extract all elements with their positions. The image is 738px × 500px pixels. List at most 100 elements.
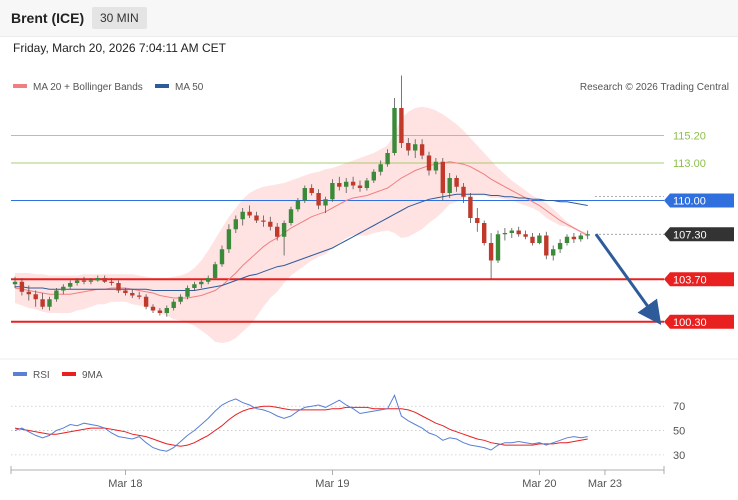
candle-body xyxy=(399,108,404,143)
candle xyxy=(109,278,114,286)
level-badge-107.30 xyxy=(664,227,734,242)
candle-body xyxy=(385,153,390,165)
candle-body xyxy=(468,196,473,218)
rsi-legend: RSI 9MA xyxy=(13,370,103,381)
candle xyxy=(509,228,514,238)
candle xyxy=(254,211,259,223)
rsi-line xyxy=(14,394,588,452)
chart-datetime: Friday, March 20, 2026 7:04:11 AM CET xyxy=(13,41,226,55)
candle-body xyxy=(40,299,45,307)
candle-body xyxy=(185,288,190,297)
candle-body xyxy=(130,293,135,296)
candle xyxy=(323,196,328,213)
candle xyxy=(502,228,508,241)
candle xyxy=(261,215,266,227)
candle-body xyxy=(12,281,18,285)
candle-body xyxy=(33,294,38,300)
candle xyxy=(406,138,411,156)
candle xyxy=(164,305,169,317)
candle-body xyxy=(564,236,570,243)
candle-body xyxy=(178,296,183,302)
candle xyxy=(12,276,18,288)
candle xyxy=(157,308,163,316)
candle-body xyxy=(261,220,266,222)
level-label-113.00: 113.00 xyxy=(673,158,706,170)
candle xyxy=(544,231,549,260)
candle-body xyxy=(350,181,356,186)
rsi-tick-30: 30 xyxy=(673,450,685,462)
candle xyxy=(74,278,80,286)
candle-body xyxy=(19,281,25,292)
candle xyxy=(102,275,107,283)
level-badge-100.30 xyxy=(664,314,734,329)
bollinger-band xyxy=(15,106,588,343)
candle xyxy=(81,276,87,285)
candle-body xyxy=(488,243,494,261)
candle-body xyxy=(316,193,321,206)
candle-body xyxy=(344,181,349,187)
candle-body xyxy=(447,178,452,193)
rsi-ma-legend-swatch xyxy=(62,372,76,376)
candle-body xyxy=(219,249,225,265)
level-label-103.70: 103.70 xyxy=(673,274,707,286)
candle-body xyxy=(523,234,528,237)
level-labels: 115.20 113.00 110.00 107.30 103.70 100.30 xyxy=(664,131,734,329)
candle-body xyxy=(150,306,156,311)
candle-body xyxy=(426,155,432,171)
candle xyxy=(68,280,73,290)
level-label-100.30: 100.30 xyxy=(673,317,707,329)
candle xyxy=(488,233,494,280)
candle xyxy=(523,230,528,240)
candle xyxy=(40,293,45,310)
candle-body xyxy=(364,180,370,188)
research-credit: Research © 2026 Trading Central xyxy=(580,82,729,93)
candle-body xyxy=(199,281,204,285)
candle-body xyxy=(61,286,66,291)
candle-body xyxy=(309,188,314,193)
candle-body xyxy=(482,223,487,243)
candle xyxy=(130,289,135,298)
candle xyxy=(47,296,52,311)
candle xyxy=(54,288,59,302)
candle-body xyxy=(392,108,397,153)
candle xyxy=(551,245,556,261)
rsi-ma-line xyxy=(14,405,588,447)
bollinger-band-area xyxy=(15,106,588,343)
candle xyxy=(378,160,383,176)
timeframe-button[interactable]: 30 MIN xyxy=(92,7,147,29)
candle-body xyxy=(413,144,418,151)
candle xyxy=(571,233,577,243)
candle-body xyxy=(419,144,425,156)
candle xyxy=(240,208,245,226)
candle-body xyxy=(54,290,59,300)
candle xyxy=(433,158,439,175)
candle-body xyxy=(95,278,100,281)
candle-body xyxy=(302,188,307,201)
candle-body xyxy=(212,264,218,278)
candle xyxy=(123,288,128,296)
candle xyxy=(454,175,459,192)
moving-averages xyxy=(14,161,588,299)
price-legend: MA 20 + Bollinger Bands MA 50 Research ©… xyxy=(13,82,729,93)
rsi-tick-50: 50 xyxy=(673,426,685,438)
candle xyxy=(371,169,376,183)
candle xyxy=(475,208,480,232)
rsi-legend-label: RSI xyxy=(33,370,50,381)
level-label-110.00: 110.00 xyxy=(673,196,706,208)
candle-body xyxy=(275,226,280,237)
rsi-ma-legend-label: 9MA xyxy=(82,370,103,381)
candle xyxy=(192,281,197,291)
rsi-panel: 70 50 30 xyxy=(11,394,685,462)
candle-body xyxy=(192,284,197,288)
candle xyxy=(344,178,349,193)
candle xyxy=(281,220,287,256)
candle-body xyxy=(509,230,514,233)
candle xyxy=(585,230,590,240)
ma20-line xyxy=(14,161,588,299)
chart-header: Brent (ICE) 30 MIN xyxy=(0,0,738,37)
candle xyxy=(295,198,301,212)
ma50-legend-label: MA 50 xyxy=(175,82,204,93)
candle-body xyxy=(171,301,176,308)
candle xyxy=(302,185,307,203)
